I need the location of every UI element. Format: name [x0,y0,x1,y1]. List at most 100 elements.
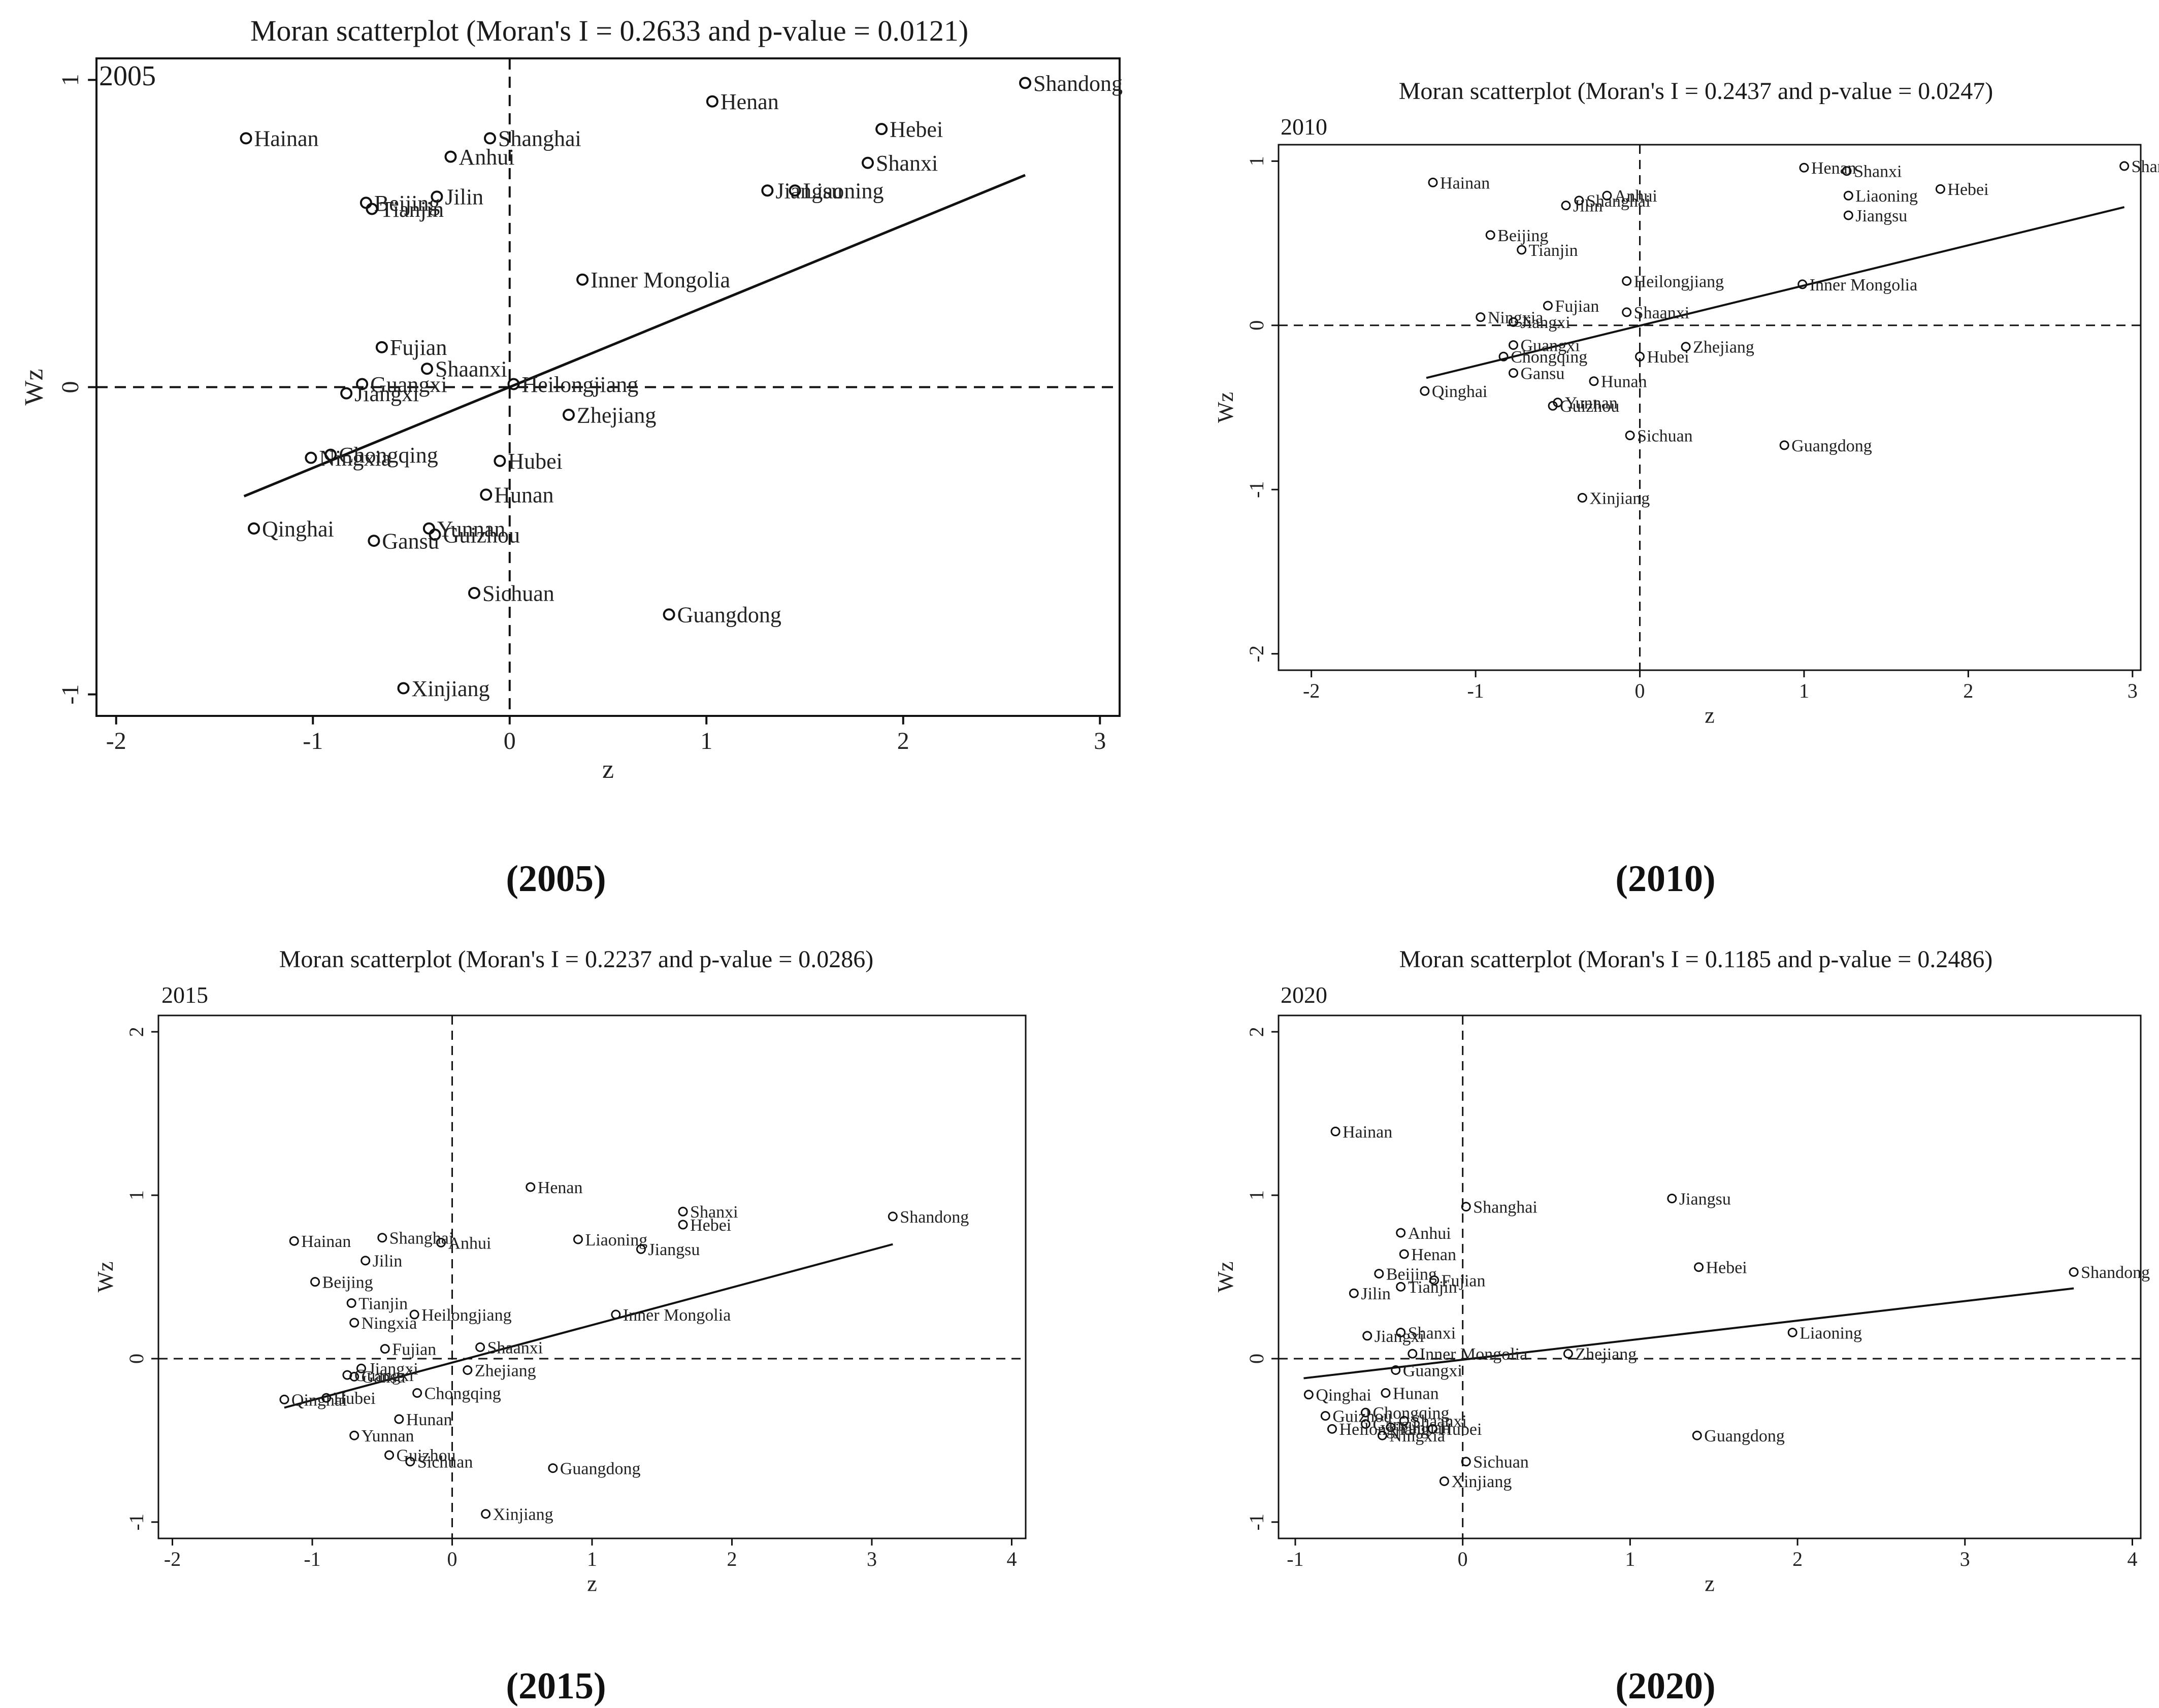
point-label: Hunan [1601,373,1647,391]
y-tick-label: 0 [1245,1354,1268,1364]
point-chongqing [324,448,337,461]
point-anhui [1602,190,1612,201]
x-tick-label: -1 [1467,679,1484,702]
point-shaanxi [1399,1416,1409,1426]
point-label: Hebei [690,1216,731,1235]
point-label: Xinjiang [493,1505,553,1524]
point-label: Shaanxi [487,1338,543,1357]
point-label: Inner Mongolia [1810,276,1917,294]
point-hainan [1428,177,1438,187]
point-ningxia [349,1318,359,1328]
panel-2015-caption: (2015) [506,1665,606,1707]
point-inner-mongolia [1797,279,1808,289]
point-gansu [1509,368,1519,378]
point-label: Guangxi [354,1366,414,1385]
point-hubei [494,454,506,467]
point-label: Zhejiang [475,1361,536,1380]
point-beijing [310,1277,320,1287]
x-axis-title: z [1705,703,1715,728]
point-label: Ningxia [1389,1427,1445,1446]
y-tick-label: 1 [1245,156,1268,166]
point-chongqing [412,1388,422,1398]
x-tick-label: 2 [1792,1548,1803,1570]
point-shandong [2119,161,2130,171]
panel-2015-year-label: 2015 [161,982,208,1008]
x-tick-label: 1 [587,1548,597,1570]
y-tick-label: 0 [125,1354,148,1364]
point-ningxia [1476,312,1486,322]
point-label: Anhui [448,1234,491,1253]
point-jiangxi [356,1363,366,1373]
panel-2010-year-label: 2010 [1281,114,1327,140]
point-chongqing [1498,351,1509,362]
point-label: Anhui [1614,187,1657,206]
point-zhejiang [463,1365,473,1375]
point-jiangsu [761,184,774,197]
point-shanghai [377,1233,387,1243]
point-label: Jiangxi [1521,313,1571,332]
point-sichuan [468,586,480,599]
panel-2005-year-label: 2005 [99,60,156,92]
point-hunan [1589,376,1599,386]
point-heilongjiang [409,1309,419,1320]
point-label: Liaoning [1800,1324,1862,1342]
point-guangxi [342,1370,352,1380]
point-shandong [1019,77,1031,89]
y-tick-label: -2 [1245,645,1268,662]
point-hunan [1381,1388,1391,1398]
point-label: Shandong [900,1208,969,1227]
point-jilin [431,190,443,203]
point-label: Hainan [1440,174,1490,192]
point-label: Heilongjiang [522,372,639,397]
point-guizhou [384,1450,395,1460]
x-tick-label: -1 [1287,1548,1303,1570]
point-gansu [1360,1419,1370,1429]
point-label: Liaoning [803,179,884,204]
x-axis-title: z [587,1571,597,1596]
x-tick-label: 1 [1799,679,1809,702]
point-label: Yunnan [437,516,505,541]
point-xinjiang [1577,492,1587,503]
point-label: Beijing [1386,1265,1437,1284]
point-heilongjiang [1622,276,1632,286]
point-tianjin [346,1298,356,1308]
point-label: Hainan [254,126,319,151]
point-sichuan [1625,430,1635,440]
point-label: Gansu [362,1368,406,1387]
point-label: Heilongjiang [1339,1420,1430,1439]
point-label: Shanxi [1408,1324,1456,1342]
point-jiangxi [340,387,353,400]
point-label: Tianjin [1529,241,1578,260]
point-label: Jiangxi [1375,1327,1424,1346]
point-label: Anhui [1408,1224,1451,1243]
panel-2020-caption: (2020) [1615,1665,1715,1707]
point-label: Guangxi [1403,1361,1462,1380]
x-tick-label: 2 [897,728,909,754]
point-label: Hunan [406,1410,452,1429]
point-hubei [1635,351,1645,362]
panel-2005-plot: -2 -1 0 1 2 3 -1 0 1 z Wz Shandong Henan Hebei Shanxi J… [19,57,1123,784]
x-tick-label: 0 [1635,679,1645,702]
y-axis-title: Wz [93,1261,118,1292]
panel-2020-title: Moran scatterplot (Moran's I = 0.1185 an… [1399,946,1993,973]
point-label: Xinjiang [1589,489,1650,508]
point-beijing [1374,1269,1384,1279]
point-guangdong [548,1463,558,1473]
point-label: Shaanxi [1634,304,1690,322]
y-axis-title: Wz [19,369,48,405]
point-label: Gansu [382,529,439,553]
point-label: Shanghai [498,126,581,151]
x-tick-label: 4 [2128,1548,2138,1570]
point-label: Hainan [1343,1123,1392,1141]
point-label: Qinghai [291,1391,347,1409]
point-label: Shandong [2081,1263,2150,1282]
point-ningxia [1377,1430,1387,1440]
point-label: Hubei [1440,1420,1482,1439]
point-label: Hubei [508,449,563,474]
point-fujian [375,341,388,353]
point-label: Yunnan [1565,394,1618,413]
point-label: Hunan [1393,1384,1439,1403]
point-label: Zhejiang [577,403,656,428]
point-shaanxi [421,363,433,375]
